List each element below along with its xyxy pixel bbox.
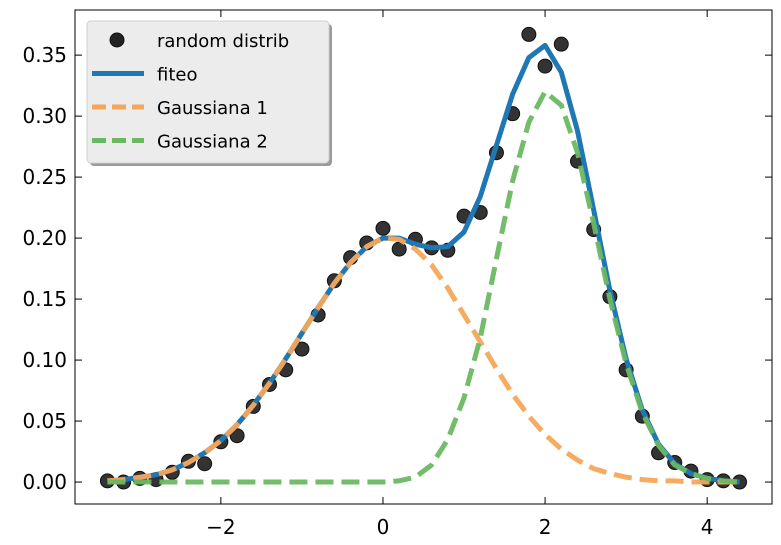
y-tick-label: 0.30	[22, 104, 67, 128]
data-point	[229, 428, 245, 444]
plot-frame	[74, 9, 773, 505]
legend-label: Gaussiana 1	[157, 98, 268, 119]
data-point	[521, 26, 537, 42]
series-line-gaussiana-1	[107, 235, 740, 485]
legend-label: Gaussiana 2	[157, 132, 268, 153]
x-tick-label: −2	[206, 515, 235, 539]
legend-box	[86, 20, 330, 164]
tick-layer: −2 0 2 4 0.00 0.05 0.10 0.15 0.20 0.25 0.30 0.35	[22, 10, 772, 539]
x-tick-label: 0	[377, 515, 390, 539]
data-point	[294, 341, 310, 357]
data-point	[553, 36, 569, 52]
x-tick-label: 4	[701, 515, 714, 539]
data-point	[537, 58, 553, 74]
series-line-gaussiana-2	[107, 89, 740, 485]
legend-entry-gaussiana-2: Gaussiana 2	[92, 132, 268, 153]
legend-label: random distrib	[157, 31, 289, 52]
series-layer	[99, 26, 748, 490]
legend: random distrib fiteo Gaussiana 1 Gaussiana …	[86, 20, 332, 166]
y-tick-label: 0.20	[22, 226, 67, 250]
y-tick-label: 0.00	[22, 470, 67, 494]
y-tick-label: 0.10	[22, 348, 67, 372]
legend-entry-fiteo: fiteo	[92, 65, 197, 86]
x-tick-label: 2	[539, 515, 552, 539]
legend-entry-gaussiana-1: Gaussiana 1	[92, 98, 268, 119]
y-tick-label: 0.35	[22, 43, 67, 67]
y-tick-label: 0.15	[22, 287, 67, 311]
legend-marker	[109, 32, 125, 48]
legend-entry-random-distrib: random distrib	[109, 31, 289, 52]
data-point	[197, 456, 213, 472]
legend-label: fiteo	[157, 65, 197, 86]
y-tick-label: 0.05	[22, 409, 67, 433]
data-point	[375, 220, 391, 236]
y-tick-label: 0.25	[22, 165, 67, 189]
